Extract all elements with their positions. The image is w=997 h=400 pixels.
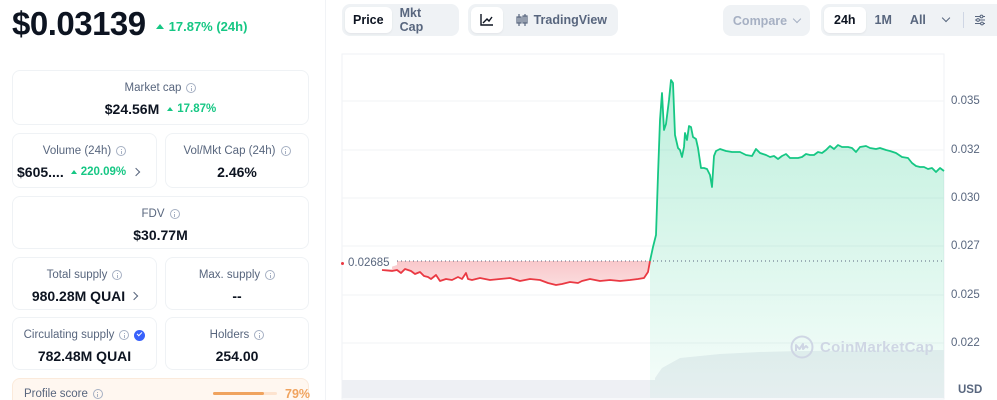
circulating-supply-value: 782.48M QUAI bbox=[37, 348, 132, 364]
profile-score-card[interactable]: Profile score 79% bbox=[12, 378, 311, 400]
market-cap-label: Market cap bbox=[124, 82, 182, 94]
profile-score-value: 79% bbox=[285, 387, 311, 400]
max-supply-value: -- bbox=[232, 288, 242, 304]
chart-settings-button[interactable] bbox=[970, 7, 990, 33]
holders-value: 254.00 bbox=[215, 348, 259, 364]
info-icon[interactable] bbox=[265, 270, 276, 280]
more-ranges-button[interactable] bbox=[935, 7, 957, 33]
time-range-toggle: 24h 1M All bbox=[821, 4, 997, 36]
price-header: $0.03139 17.87% (24h) bbox=[12, 4, 247, 44]
total-supply-card[interactable]: Total supply 980.28M QUAI bbox=[12, 257, 157, 310]
y-tick: 0.027 bbox=[951, 240, 980, 252]
info-icon[interactable] bbox=[254, 330, 265, 340]
volume-label: Volume (24h) bbox=[42, 145, 112, 157]
max-supply-label: Max. supply bbox=[198, 269, 261, 281]
y-tick: 0.032 bbox=[951, 144, 980, 156]
info-icon[interactable] bbox=[169, 209, 180, 219]
vol-mkt-cap-label: Vol/Mkt Cap (24h) bbox=[183, 145, 276, 157]
market-cap-change: 17.87% bbox=[167, 103, 216, 115]
circulating-supply-label: Circulating supply bbox=[23, 329, 115, 341]
volume-change: 220.09% bbox=[70, 166, 126, 178]
chevron-down-icon bbox=[792, 14, 802, 23]
info-icon[interactable] bbox=[186, 83, 197, 93]
baseline-price-label: 0.02685 bbox=[346, 257, 392, 269]
y-tick: 0.035 bbox=[951, 95, 980, 107]
vol-mkt-cap-value: 2.46% bbox=[217, 164, 257, 180]
tradingview-button[interactable]: TradingView bbox=[503, 7, 615, 33]
info-icon[interactable] bbox=[112, 270, 123, 280]
caret-up-icon bbox=[155, 23, 164, 29]
y-tick: 0.025 bbox=[951, 289, 980, 301]
compare-dropdown[interactable]: Compare bbox=[723, 5, 810, 36]
verified-check-icon bbox=[134, 329, 146, 341]
y-tick: 0.030 bbox=[951, 192, 980, 204]
volume-value: $605.... bbox=[17, 164, 64, 180]
holders-label: Holders bbox=[209, 329, 250, 341]
range-1m[interactable]: 1M bbox=[874, 13, 892, 27]
total-supply-value: 980.28M QUAI bbox=[31, 288, 126, 304]
info-icon[interactable] bbox=[116, 146, 127, 156]
fdv-card: FDV $30.77M bbox=[12, 196, 309, 249]
tab-price[interactable]: Price bbox=[345, 7, 392, 33]
info-icon[interactable] bbox=[92, 389, 103, 399]
fdv-label: FDV bbox=[141, 208, 165, 220]
max-supply-card: Max. supply -- bbox=[165, 257, 309, 310]
fdv-value: $30.77M bbox=[133, 227, 188, 243]
vol-mkt-cap-card: Vol/Mkt Cap (24h) 2.46% bbox=[165, 133, 309, 188]
volume-card[interactable]: Volume (24h) $605.... 220.09% bbox=[12, 133, 157, 188]
chevron-right-icon[interactable] bbox=[129, 291, 139, 301]
coinmarketcap-watermark: CoinMarketCap bbox=[790, 335, 934, 359]
line-chart-icon bbox=[480, 14, 493, 26]
total-supply-label: Total supply bbox=[46, 269, 108, 281]
info-icon[interactable] bbox=[280, 146, 291, 156]
price-change-24h: 17.87% (24h) bbox=[155, 19, 247, 34]
chart-type-toggle: TradingView bbox=[468, 4, 618, 36]
circulating-supply-card: Circulating supply 782.48M QUAI bbox=[12, 317, 157, 370]
caret-up-icon bbox=[70, 170, 77, 174]
info-icon[interactable] bbox=[119, 330, 130, 340]
caret-up-icon bbox=[167, 107, 174, 111]
candlestick-icon bbox=[515, 14, 528, 26]
baseline-marker bbox=[341, 262, 344, 265]
price-chart[interactable] bbox=[341, 53, 997, 400]
data-type-toggle: Price Mkt Cap bbox=[342, 4, 459, 36]
currency-label: USD bbox=[958, 384, 983, 396]
range-24h[interactable]: 24h bbox=[824, 7, 866, 33]
profile-score-label: Profile score bbox=[24, 388, 88, 400]
market-cap-card: Market cap $24.56M 17.87% bbox=[12, 70, 309, 125]
range-all[interactable]: All bbox=[909, 13, 926, 27]
profile-score-bar bbox=[213, 392, 277, 395]
current-price: $0.03139 bbox=[12, 5, 146, 42]
toolbar-separator bbox=[962, 12, 964, 28]
y-tick: 0.022 bbox=[951, 337, 980, 349]
holders-card: Holders 254.00 bbox=[165, 317, 309, 370]
chevron-right-icon[interactable] bbox=[131, 167, 141, 177]
market-cap-value: $24.56M bbox=[104, 101, 160, 117]
profile-score-fill bbox=[213, 392, 264, 395]
tab-mkt-cap[interactable]: Mkt Cap bbox=[399, 6, 424, 34]
coinmarketcap-logo-icon bbox=[790, 335, 814, 359]
sliders-icon bbox=[974, 14, 985, 26]
chevron-down-icon bbox=[941, 13, 951, 23]
panel-divider bbox=[325, 0, 326, 400]
line-chart-button[interactable] bbox=[471, 7, 503, 33]
